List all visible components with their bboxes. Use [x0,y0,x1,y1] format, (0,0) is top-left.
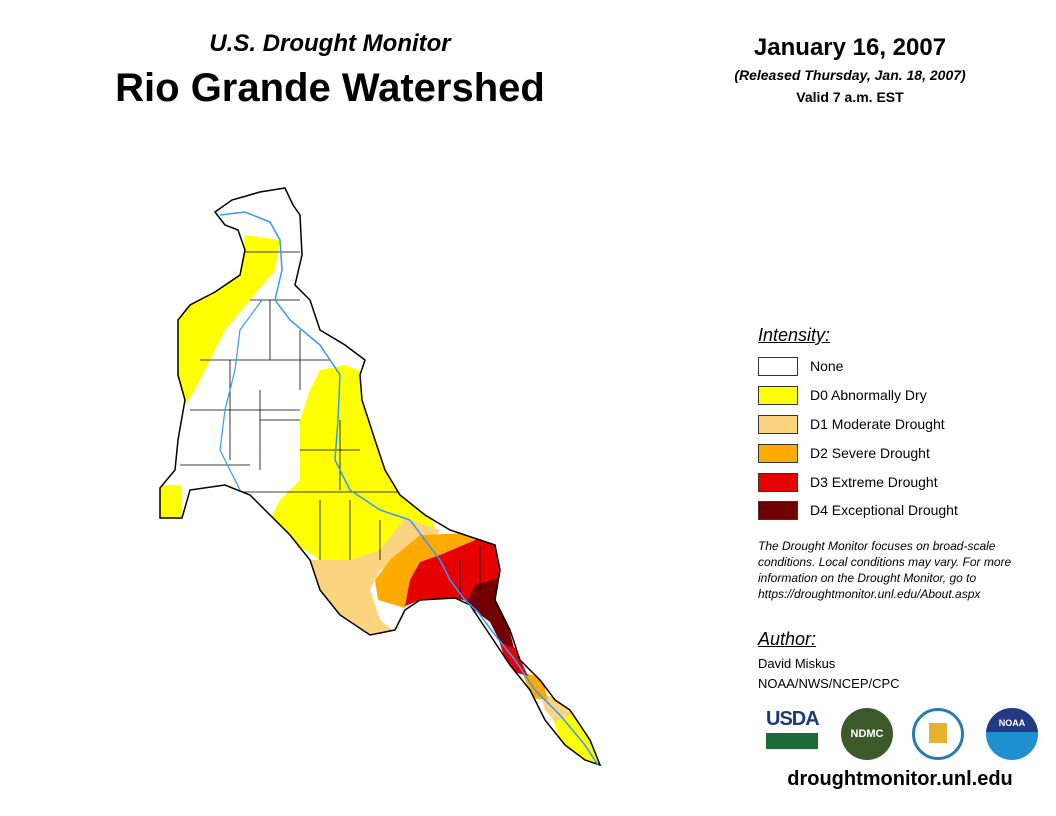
d1-area-south [540,693,572,722]
tributary-river [219,299,263,491]
d0-area-south-tip [550,708,600,765]
ndmc-logo: NDMC [841,708,893,760]
disclaimer-note: The Drought Monitor focuses on broad-sca… [758,539,1012,601]
legend-item-d0: D0 Abnormally Dry [758,385,927,405]
legend-title: Intensity: [758,325,831,345]
author-org: NOAA/NWS/NCEP/CPC [758,676,900,691]
legend-item-d1: D1 Moderate Drought [758,414,945,434]
legend-label: D0 Abnormally Dry [810,387,927,403]
legend-label: D1 Moderate Drought [810,416,945,432]
d0-area-small [160,485,182,520]
legend-swatch [758,356,798,376]
legend-label: D2 Severe Drought [810,445,930,461]
map-subtitle: U.S. Drought Monitor [209,30,451,57]
legend-swatch [758,385,798,405]
website-link[interactable]: droughtmonitor.unl.edu [787,768,1013,790]
d0-area-east [270,365,440,565]
author-title: Author: [758,629,817,649]
legend-label: None [810,358,844,374]
legend-item-none: None [758,356,843,376]
map-date: January 16, 2007 [753,34,947,61]
legend-swatch [758,500,798,520]
noaa-logo: NOAA [986,708,1038,760]
valid-time: Valid 7 a.m. EST [796,89,904,105]
d0-area-northwest [170,235,280,412]
author-name: David Miskus [758,656,836,671]
release-date: (Released Thursday, Jan. 18, 2007) [734,67,966,83]
legend-item-d2: D2 Severe Drought [758,443,930,463]
legend-label: D4 Exceptional Drought [810,502,958,518]
legend-item-d3: D3 Extreme Drought [758,472,938,492]
legend-item-d4: D4 Exceptional Drought [758,500,958,520]
rio-grande-river [219,211,599,766]
legend-swatch [758,443,798,463]
map-title: Rio Grande Watershed [115,66,545,110]
legend-label: D3 Extreme Drought [810,474,938,490]
county-boundaries [180,251,481,600]
commerce-logo [912,708,964,760]
legend-swatch [758,472,798,492]
usda-logo: USDA [766,708,820,760]
legend-swatch [758,414,798,434]
